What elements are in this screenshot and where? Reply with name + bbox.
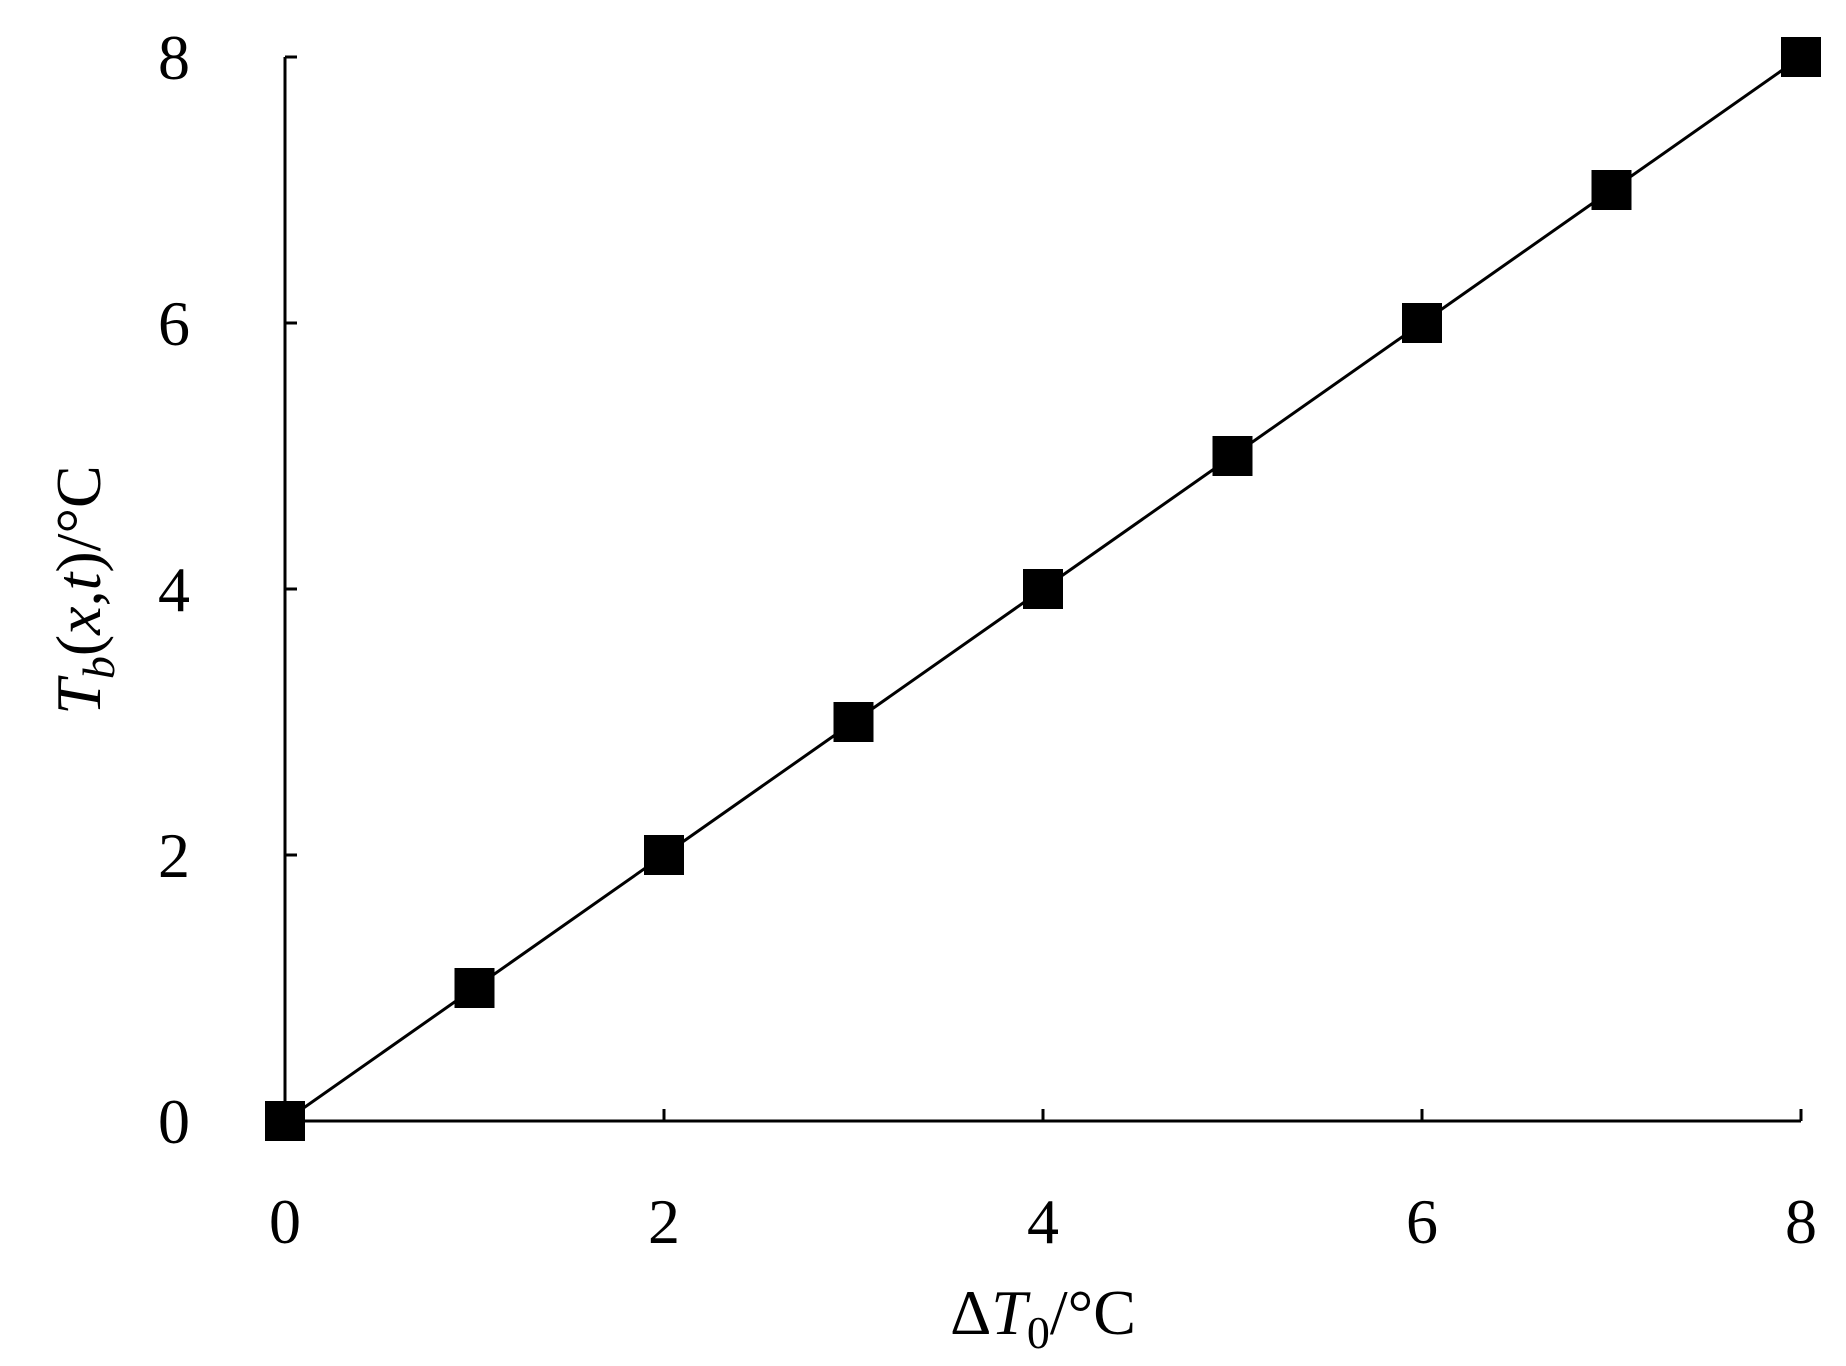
x-tick-label: 4 <box>1027 1186 1059 1257</box>
y-axis-title-subscript: b <box>73 656 124 679</box>
y-axis-title-unit: /°C <box>43 465 114 551</box>
data-point-marker <box>1781 37 1821 77</box>
x-axis-title-variable: T <box>991 1277 1031 1348</box>
y-axis-title-arg-x: x <box>43 606 114 635</box>
x-axis-title-unit: /°C <box>1050 1277 1136 1348</box>
series <box>265 37 1821 1141</box>
y-axis-title-arg-t: t <box>43 570 114 590</box>
data-point-marker <box>1591 170 1632 210</box>
data-point-marker <box>833 702 874 742</box>
x-axis-title-subscript: 0 <box>1027 1307 1050 1358</box>
y-tick-label: 4 <box>158 554 190 625</box>
data-point-marker <box>1402 303 1442 343</box>
data-point-marker <box>1212 436 1253 476</box>
y-tick-label: 2 <box>158 820 190 891</box>
data-point-marker <box>644 835 684 875</box>
y-axis-title-comma: , <box>43 590 114 606</box>
x-ticks: 0 2 4 6 8 <box>269 1109 1817 1257</box>
x-axis-title-prefix: Δ <box>950 1277 991 1348</box>
y-ticks: 0 2 4 6 8 <box>158 22 297 1157</box>
data-point-marker <box>265 1101 305 1141</box>
y-axis-title: Tb(x,t)/°C <box>43 465 124 714</box>
x-axis-title: ΔT0/°C <box>950 1277 1136 1358</box>
y-tick-label: 0 <box>158 1086 190 1157</box>
x-tick-label: 8 <box>1785 1186 1817 1257</box>
data-point-marker <box>454 968 495 1008</box>
y-axis-title-variable: T <box>43 675 114 715</box>
y-tick-label: 8 <box>158 22 190 93</box>
x-tick-label: 2 <box>648 1186 680 1257</box>
x-tick-label: 0 <box>269 1186 301 1257</box>
y-axis-title-close-paren: ) <box>43 551 114 572</box>
x-tick-label: 6 <box>1406 1186 1438 1257</box>
data-point-marker <box>1023 569 1063 609</box>
y-tick-label: 6 <box>158 288 190 359</box>
y-axis-title-open-paren: ( <box>43 635 114 656</box>
